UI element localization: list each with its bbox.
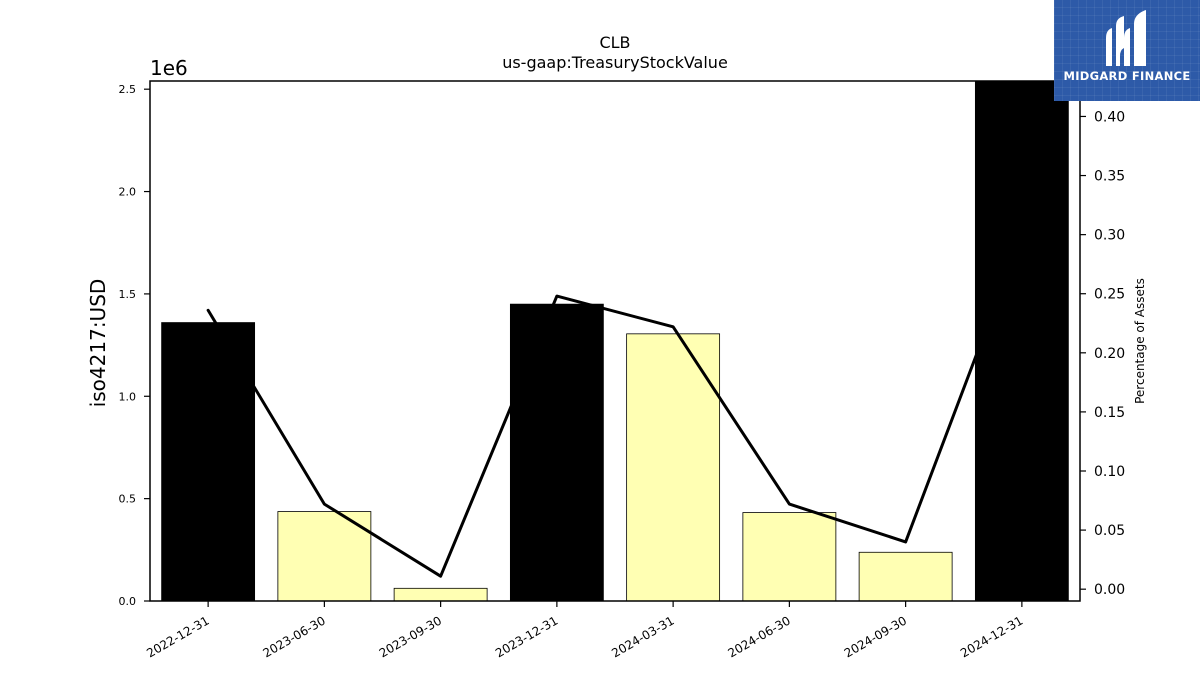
- y2-tick-label: 0.20: [1094, 346, 1125, 362]
- line-series-percentage-of-assets: [206, 233, 1024, 578]
- y-tick-label: 1.5: [119, 288, 137, 301]
- y2-tick-label: 0.05: [1094, 523, 1125, 539]
- y2-tick-label: 0.15: [1094, 405, 1125, 421]
- y-tick-label: 0.0: [119, 595, 137, 608]
- chart-subtitle: us-gaap:TreasuryStockValue: [502, 53, 728, 72]
- y2-tick-label: 0.30: [1094, 228, 1125, 244]
- y-tick-label: 0.5: [119, 493, 137, 506]
- x-tick-label: 2022-12-31: [144, 613, 211, 660]
- bar-2023-12-31: [509, 303, 604, 602]
- bar-2023-06-30: [277, 511, 372, 602]
- x-tick-label: 2023-06-30: [260, 613, 327, 660]
- bar-2024-06-30: [742, 512, 837, 602]
- ticks-layer: 0.0 0.5 1.0 1.5 2.0 2.5 0.00 0.05 0.10 0.15 0.20 0.…: [119, 83, 1126, 660]
- bars-layer: [161, 80, 1069, 602]
- bar-2022-12-31: [161, 322, 256, 602]
- y2-tick-label: 0.40: [1094, 109, 1125, 125]
- x-tick-label: 2024-09-30: [842, 613, 909, 660]
- bar-2024-03-31: [626, 333, 721, 602]
- x-tick-label: 2024-03-31: [609, 613, 676, 660]
- x-tick-label: 2023-09-30: [377, 613, 444, 660]
- bar-2024-09-30: [858, 551, 953, 602]
- axes-layer: [149, 80, 1081, 602]
- line-layer: [206, 233, 1024, 578]
- x-tick-label: 2024-12-31: [958, 613, 1025, 660]
- chart-title: CLB: [599, 33, 630, 52]
- y2-tick-label: 0.00: [1094, 582, 1125, 598]
- x-tick-label: 2024-06-30: [725, 613, 792, 660]
- y2-tick-label: 0.10: [1094, 464, 1125, 480]
- y-offset-label: 1e6: [150, 56, 188, 80]
- x-tick-label: 2023-12-31: [493, 613, 560, 660]
- bar-2024-12-31: [974, 80, 1069, 602]
- y2-axis-label: Percentage of Assets: [1133, 278, 1147, 404]
- midgard-finance-logo: MIDGARD FINANCE: [1054, 0, 1200, 101]
- plot-frame: [149, 80, 1081, 602]
- y-tick-label: 2.5: [119, 83, 137, 96]
- y2-tick-label: 0.35: [1094, 169, 1125, 185]
- y-axis-label: iso4217:USD: [86, 279, 110, 408]
- y2-tick-label: 0.25: [1094, 287, 1125, 303]
- bar-2023-09-30: [393, 587, 488, 602]
- y-tick-label: 2.0: [119, 186, 137, 199]
- logo-text: MIDGARD FINANCE: [1063, 69, 1191, 83]
- y-tick-label: 1.0: [119, 390, 137, 403]
- midgard-logo-icon: [1106, 10, 1146, 66]
